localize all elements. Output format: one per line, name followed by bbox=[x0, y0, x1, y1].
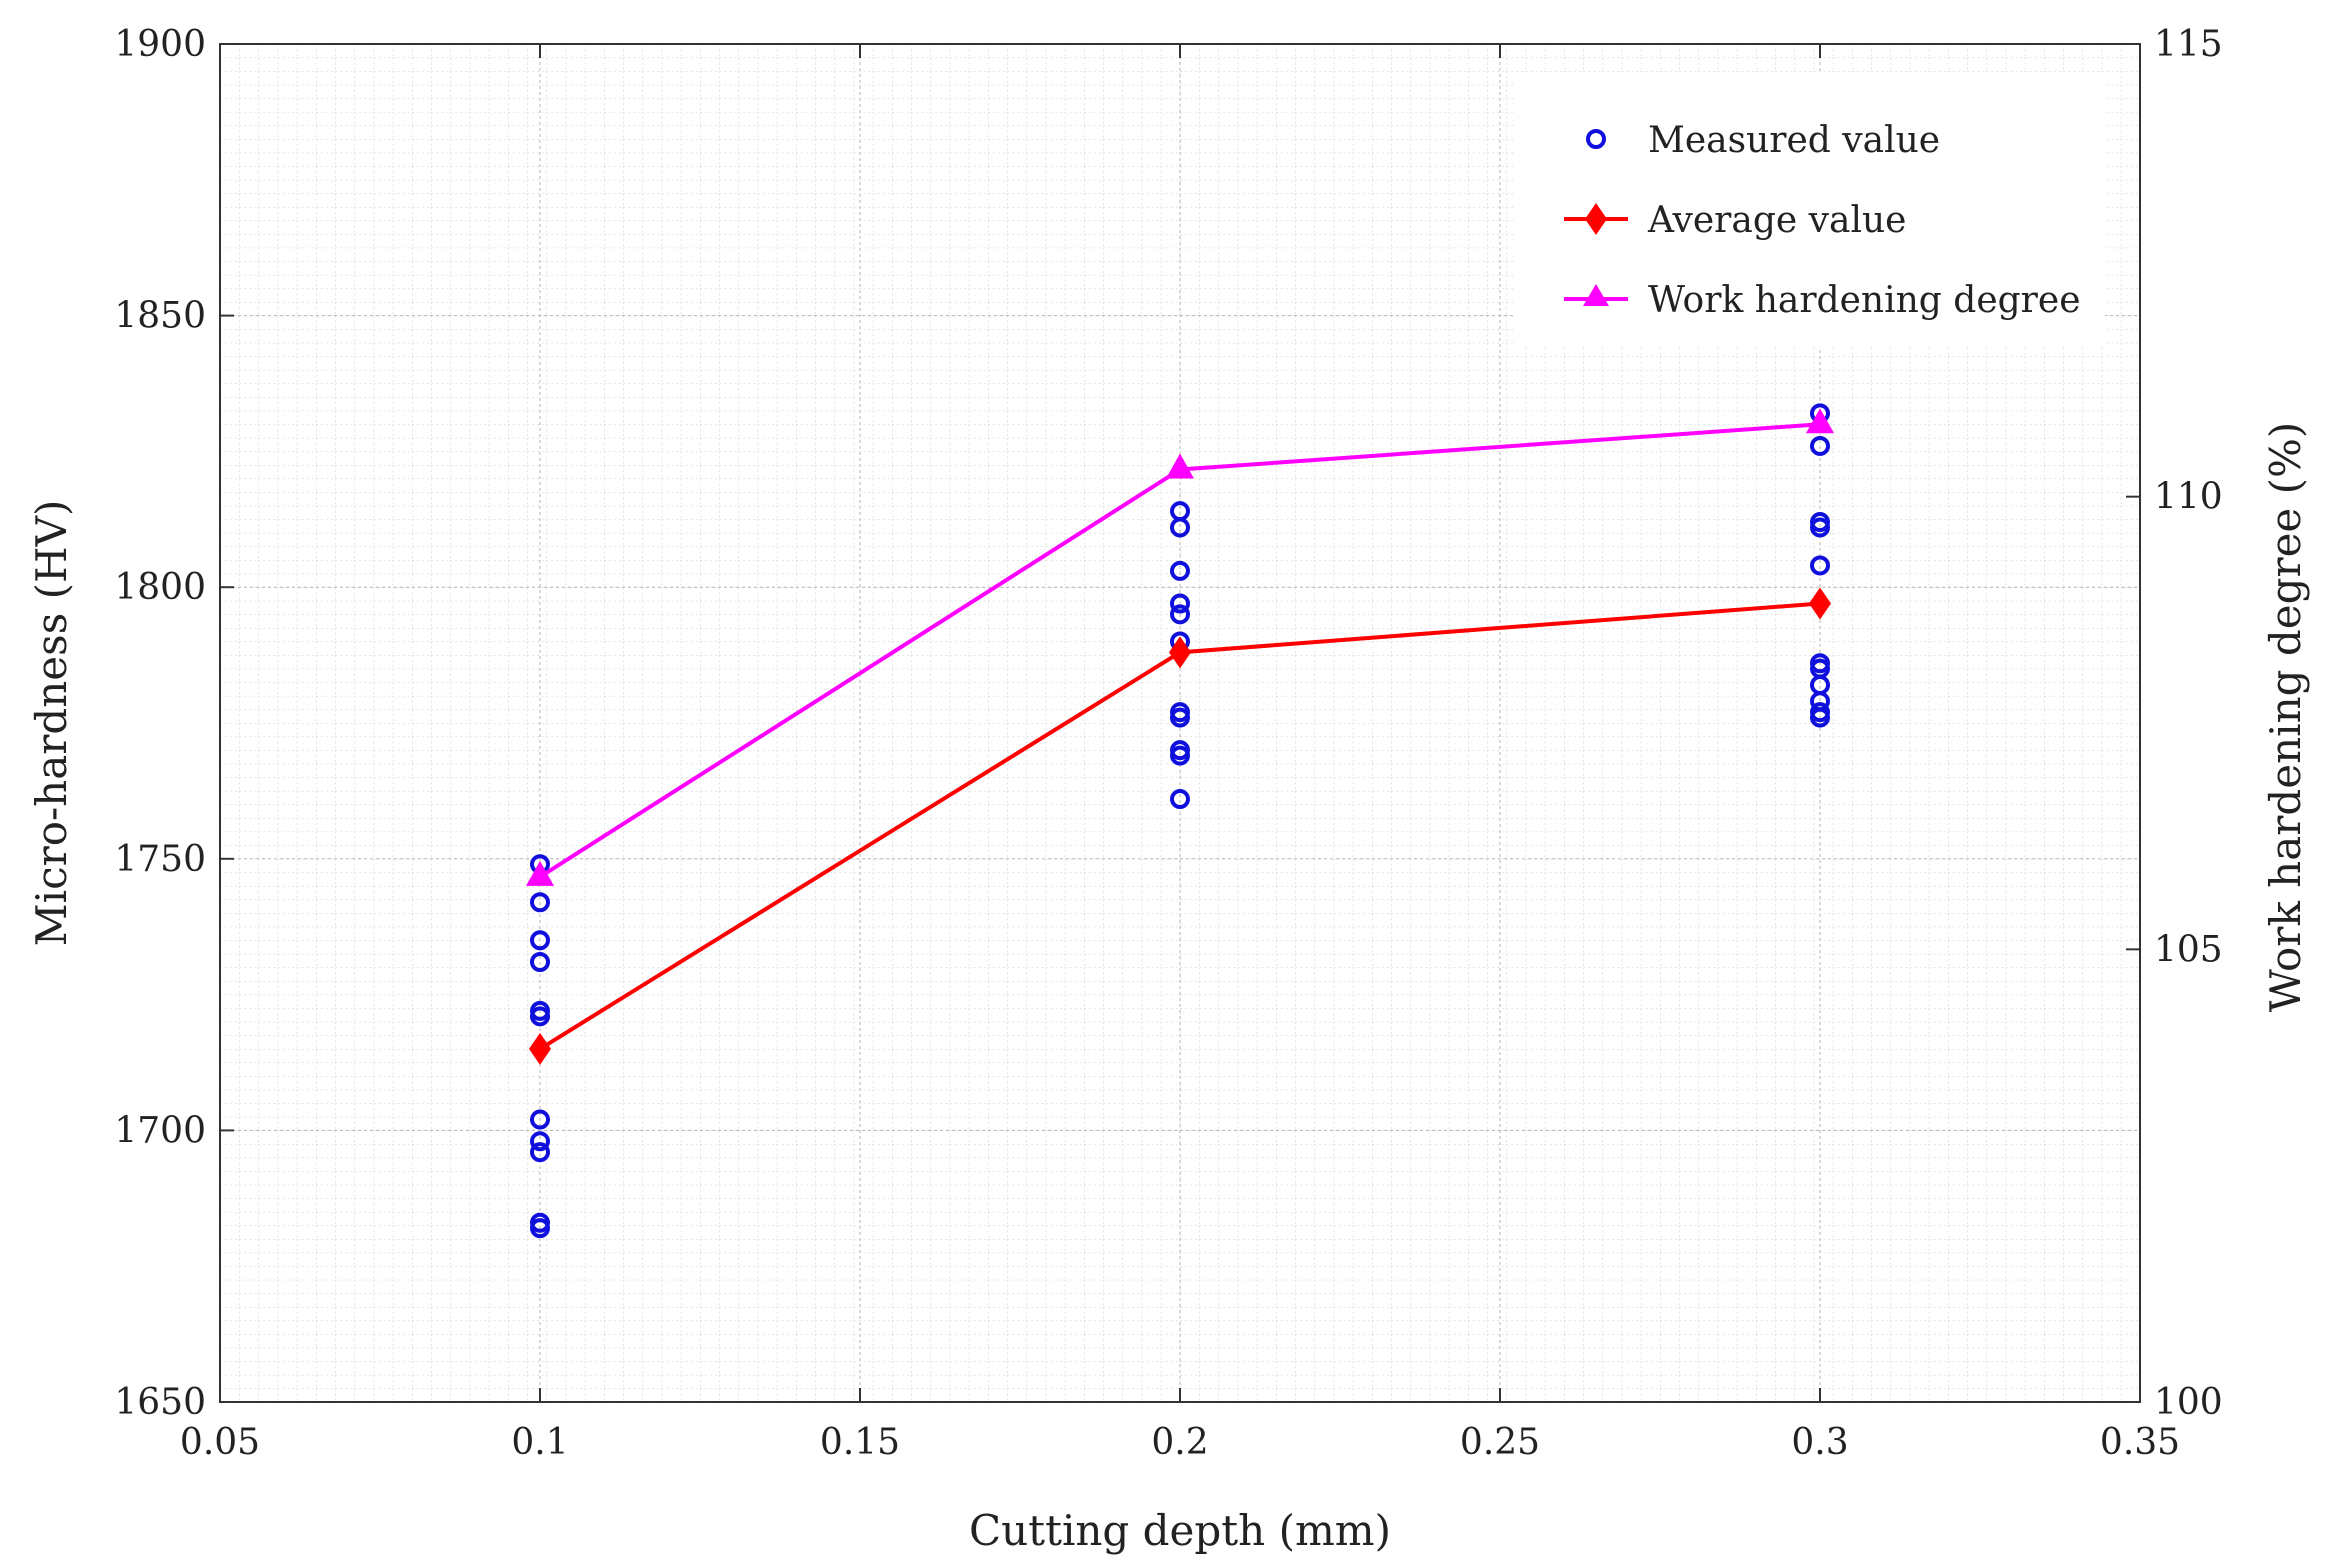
x-tick-label: 0.05 bbox=[180, 1422, 260, 1463]
y-tick-label: 1650 bbox=[114, 1382, 206, 1423]
measured-point bbox=[1810, 517, 1830, 538]
legend-label-average: Average value bbox=[1647, 200, 1906, 241]
series-layer bbox=[526, 403, 1834, 1239]
measured-point bbox=[1810, 707, 1830, 728]
measured-point bbox=[1170, 707, 1190, 728]
measured-point bbox=[1170, 593, 1190, 614]
measured-point bbox=[530, 892, 550, 913]
x-tick-label: 0.15 bbox=[820, 1422, 900, 1463]
measured-point bbox=[530, 1006, 550, 1027]
legend-label-hardening: Work hardening degree bbox=[1648, 280, 2081, 321]
measured-point bbox=[1170, 604, 1190, 625]
y2-tick-label: 105 bbox=[2154, 929, 2223, 970]
legend-item-hardening: Work hardening degree bbox=[1564, 280, 2081, 321]
legend-item-average: Average value bbox=[1564, 200, 1906, 241]
y2-axis-label: Work hardening degree (%) bbox=[2261, 422, 2310, 1013]
x-tick-label: 0.1 bbox=[511, 1422, 568, 1463]
legend-marker-triangle-icon bbox=[1583, 284, 1609, 306]
measured-point bbox=[1810, 555, 1830, 576]
x-axis-label: Cutting depth (mm) bbox=[969, 1506, 1391, 1555]
measured-point bbox=[1170, 560, 1190, 581]
y2-tick-label: 115 bbox=[2154, 24, 2223, 65]
measured-point bbox=[530, 1131, 550, 1152]
hardening-point bbox=[1806, 408, 1834, 434]
average-point bbox=[529, 1032, 551, 1065]
legend-label-measured: Measured value bbox=[1648, 120, 1940, 161]
legend-item-measured: Measured value bbox=[1586, 120, 1940, 161]
legend: Measured value Average value Work harden… bbox=[1515, 72, 2105, 347]
y-tick-label: 1850 bbox=[114, 296, 206, 337]
measured-point bbox=[530, 1109, 550, 1130]
plot-frame bbox=[219, 43, 2141, 1403]
y2-tick-label: 100 bbox=[2154, 1382, 2223, 1423]
measured-point bbox=[530, 1218, 550, 1239]
y-tick-label: 1750 bbox=[114, 839, 206, 880]
measured-point bbox=[530, 952, 550, 973]
y-tick-label: 1800 bbox=[114, 567, 206, 608]
legend-marker-diamond-icon bbox=[1585, 203, 1607, 235]
measured-point bbox=[530, 930, 550, 951]
hardening-point bbox=[526, 860, 554, 886]
x-tick-label: 0.2 bbox=[1151, 1422, 1208, 1463]
measured-point bbox=[1170, 789, 1190, 810]
x-tick-label: 0.25 bbox=[1460, 1422, 1540, 1463]
measured-point bbox=[1170, 517, 1190, 538]
measured-point bbox=[1810, 435, 1830, 456]
y-tick-label: 1700 bbox=[114, 1110, 206, 1151]
measured-point bbox=[530, 1142, 550, 1163]
y2-tick-label: 110 bbox=[2154, 477, 2223, 518]
measured-point bbox=[1170, 745, 1190, 766]
legend-box bbox=[1515, 72, 2105, 347]
legend-marker-circle-icon bbox=[1586, 129, 1606, 149]
x-tick-label: 0.35 bbox=[2100, 1422, 2180, 1463]
hardening-point bbox=[1166, 453, 1194, 479]
y-axis-label: Micro-hardness (HV) bbox=[27, 500, 76, 947]
y-tick-label: 1900 bbox=[114, 24, 206, 65]
average-point bbox=[1809, 587, 1831, 620]
x-tick-label: 0.3 bbox=[1791, 1422, 1848, 1463]
average-point bbox=[1169, 636, 1191, 669]
